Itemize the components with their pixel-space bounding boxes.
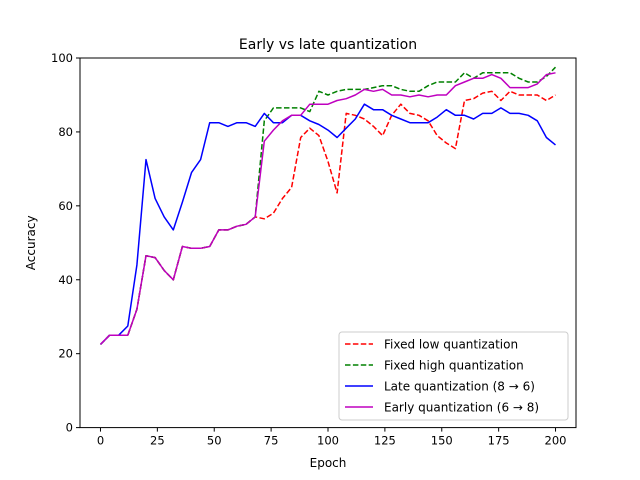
x-tick-label: 175	[488, 434, 510, 448]
legend-label: Fixed high quantization	[384, 359, 524, 373]
x-tick-label: 100	[317, 434, 339, 448]
y-tick-label: 60	[58, 199, 73, 213]
legend-label: Late quantization (8 → 6)	[384, 380, 535, 394]
legend: Fixed low quantization Fixed high quantiz…	[338, 331, 569, 421]
x-tick-label: 200	[545, 434, 567, 448]
y-axis-ticks: 0 20 40 60 80 100	[51, 51, 80, 435]
y-tick-label: 40	[58, 273, 73, 287]
y-axis-label: Accuracy	[24, 215, 38, 270]
series-line-4	[99, 72, 556, 345]
plot-lines	[99, 66, 557, 345]
x-tick-label: 50	[207, 434, 222, 448]
legend-label: Fixed low quantization	[384, 338, 518, 352]
x-tick-label: 125	[374, 434, 396, 448]
x-tick-label: 25	[150, 434, 165, 448]
chart-title: Early vs late quantization	[239, 37, 417, 53]
legend-items: Fixed low quantization Fixed high quantiz…	[345, 338, 539, 415]
legend-label: Early quantization (6 → 8)	[384, 401, 539, 415]
x-tick-label: 75	[264, 434, 279, 448]
x-tick-label: 150	[431, 434, 453, 448]
series-line-3	[99, 103, 556, 345]
y-tick-label: 0	[66, 421, 73, 435]
x-axis-label: Epoch	[310, 456, 347, 470]
y-tick-label: 20	[58, 347, 73, 361]
x-tick-label: 0	[97, 434, 104, 448]
x-axis-ticks: 0 25 50 75 100 125 150 175 200	[97, 427, 567, 448]
legend-box	[338, 331, 569, 421]
y-tick-label: 80	[58, 125, 73, 139]
y-tick-label: 100	[51, 51, 73, 65]
